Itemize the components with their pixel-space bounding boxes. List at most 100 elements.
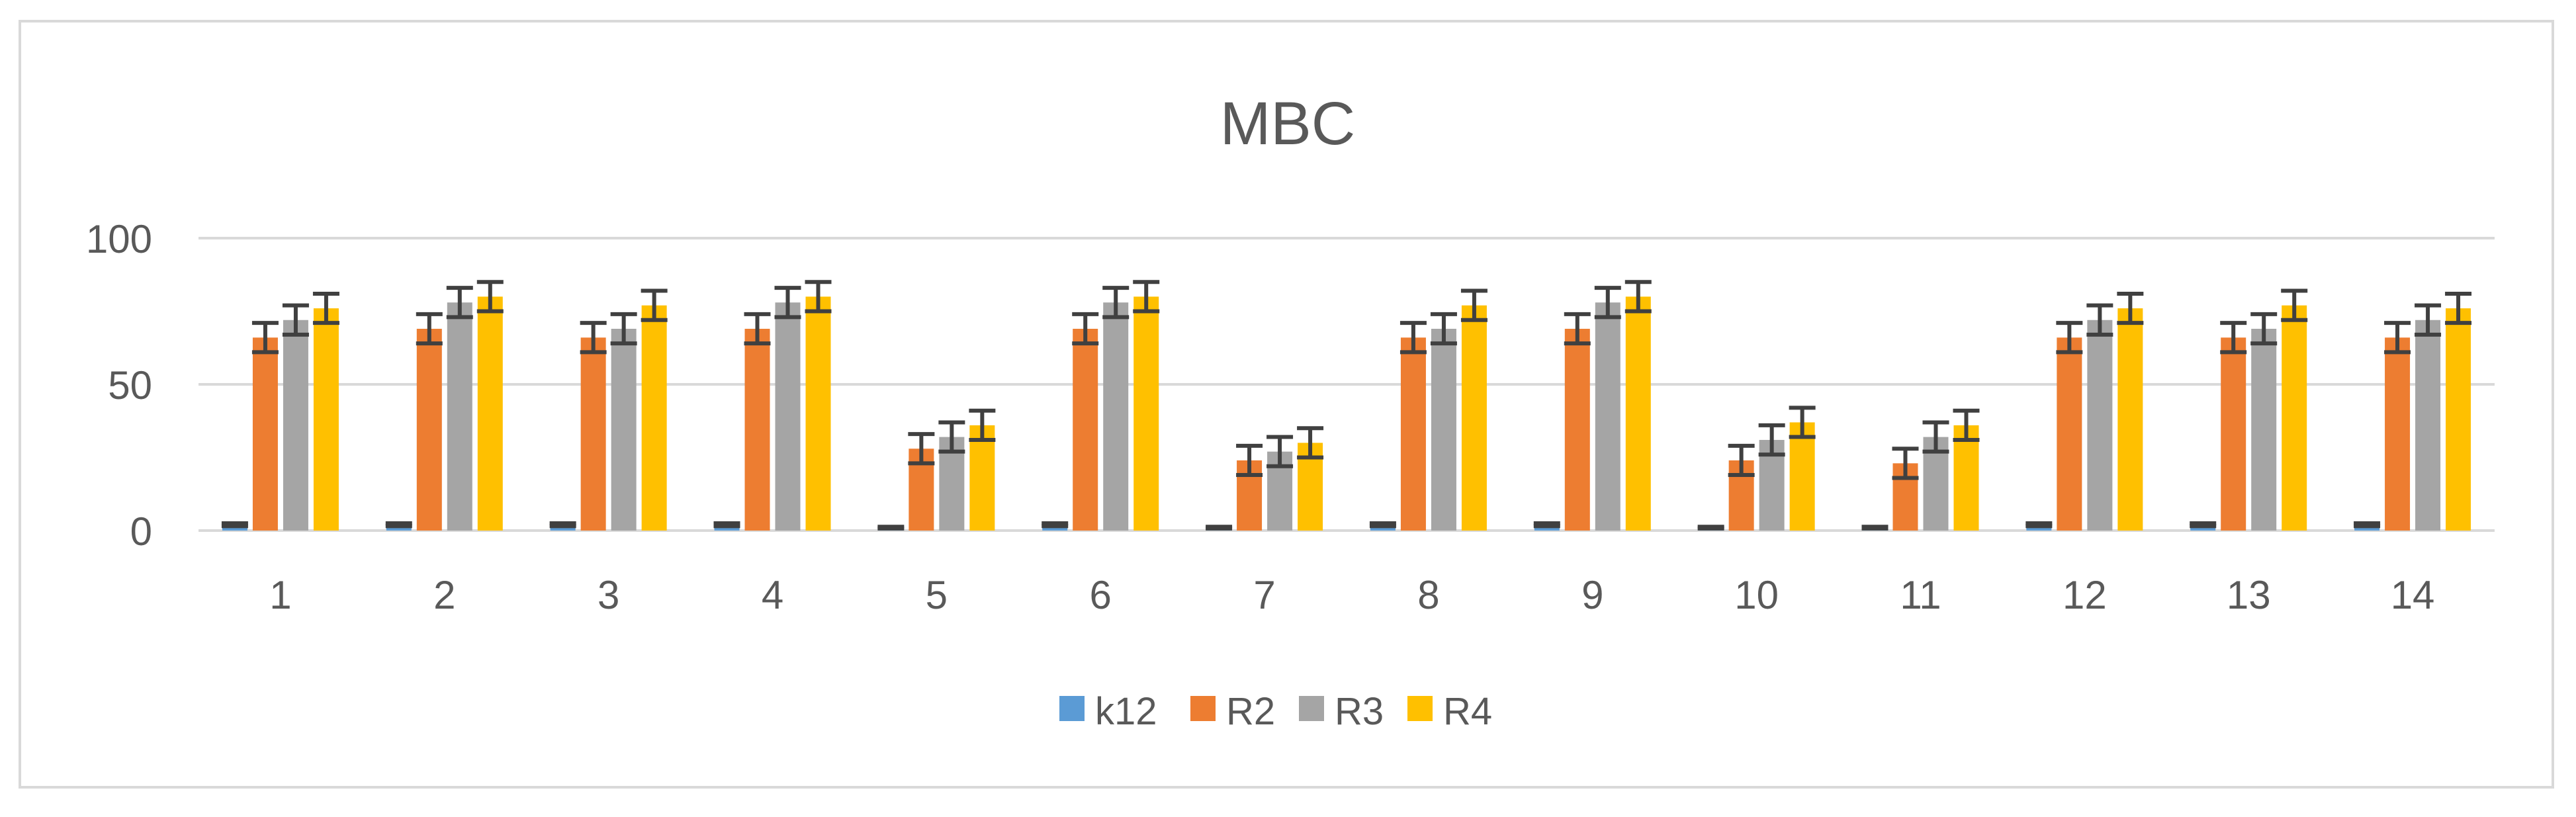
error-bar-R4-7 xyxy=(1297,426,1324,460)
error-bar-k12-8 xyxy=(1369,521,1396,529)
legend-swatch xyxy=(1059,696,1085,721)
legend-swatch xyxy=(1190,696,1216,721)
error-bar-k12-5 xyxy=(877,525,905,531)
x-tick-label: 11 xyxy=(1900,573,1941,617)
bar-R3-13 xyxy=(2251,329,2277,531)
bar-R4-10 xyxy=(1789,422,1815,531)
error-bar-R2-3 xyxy=(580,321,607,355)
error-bar-k12-12 xyxy=(2025,521,2053,529)
error-bar-R2-14 xyxy=(2384,321,2411,355)
error-bar-k12-7 xyxy=(1206,525,1233,531)
bar-R2-2 xyxy=(416,329,442,531)
x-tick-label: 2 xyxy=(433,573,455,617)
bar-R4-5 xyxy=(969,425,995,531)
error-bar-R3-13 xyxy=(2250,312,2278,346)
bar-R3-9 xyxy=(1595,302,1621,531)
error-bar-R4-2 xyxy=(476,280,504,314)
bar-R4-9 xyxy=(1625,296,1651,531)
bar-R3-6 xyxy=(1103,302,1129,531)
bar-R3-4 xyxy=(775,302,801,531)
error-bar-k12-6 xyxy=(1042,521,1069,529)
bar-R3-12 xyxy=(2087,320,2113,531)
error-bar-R4-13 xyxy=(2281,288,2308,322)
error-bar-R2-11 xyxy=(1892,447,1919,480)
bar-R4-1 xyxy=(313,308,339,531)
error-bar-R3-11 xyxy=(1922,420,1949,454)
legend-swatch xyxy=(1407,696,1433,721)
error-bar-R3-4 xyxy=(774,286,801,320)
error-bar-R2-12 xyxy=(2056,321,2083,355)
error-bar-R3-5 xyxy=(938,420,965,454)
bar-R2-9 xyxy=(1564,329,1590,531)
legend-item-R4: R4 xyxy=(1407,690,1492,733)
bar-R3-3 xyxy=(611,329,637,531)
bar-R4-12 xyxy=(2117,308,2143,531)
x-tick-label: 4 xyxy=(762,573,783,617)
x-tick-label: 12 xyxy=(2063,573,2107,617)
bar-R2-1 xyxy=(252,337,278,531)
bar-R2-8 xyxy=(1400,337,1426,531)
error-bar-R4-12 xyxy=(2117,291,2144,325)
error-bars xyxy=(221,280,2472,531)
bar-R4-2 xyxy=(477,296,503,531)
legend-item-R3: R3 xyxy=(1299,690,1384,733)
error-bar-R4-3 xyxy=(641,288,668,322)
x-tick-label: 8 xyxy=(1417,573,1439,617)
error-bar-R2-7 xyxy=(1236,443,1263,478)
error-bar-R4-1 xyxy=(312,291,339,325)
error-bar-k12-4 xyxy=(713,521,740,529)
bar-R4-11 xyxy=(1953,425,1979,531)
error-bar-k12-1 xyxy=(221,521,248,529)
error-bar-R3-8 xyxy=(1430,312,1457,346)
error-bar-R2-13 xyxy=(2220,321,2247,355)
error-bar-R2-9 xyxy=(1564,312,1591,346)
error-bar-k12-14 xyxy=(2354,521,2381,529)
x-tick-label: 1 xyxy=(269,573,291,617)
error-bar-k12-2 xyxy=(385,521,412,529)
x-tick-label: 5 xyxy=(926,573,948,617)
error-bar-R2-5 xyxy=(908,432,935,466)
bar-R2-14 xyxy=(2385,337,2411,531)
error-bar-R4-5 xyxy=(969,408,996,442)
bar-R3-2 xyxy=(447,302,472,531)
legend-swatch xyxy=(1299,696,1324,721)
y-tick-label: 50 xyxy=(108,363,152,408)
bar-R4-3 xyxy=(641,305,667,531)
gridlines xyxy=(199,237,2495,532)
error-bar-R3-3 xyxy=(610,312,637,346)
error-bar-R2-8 xyxy=(1399,321,1427,355)
y-tick-label: 100 xyxy=(86,217,152,261)
error-bar-R3-7 xyxy=(1266,435,1294,468)
error-bar-R3-1 xyxy=(282,303,309,337)
legend-label: R4 xyxy=(1443,690,1492,733)
bar-R4-14 xyxy=(2446,308,2471,531)
error-bar-R4-9 xyxy=(1624,280,1652,314)
error-bar-R2-1 xyxy=(251,321,279,355)
x-tick-label: 14 xyxy=(2391,573,2435,617)
legend-label: k12 xyxy=(1095,690,1157,733)
error-bar-k12-9 xyxy=(1533,521,1560,529)
x-tick-label: 13 xyxy=(2227,573,2271,617)
error-bar-R2-2 xyxy=(416,312,443,346)
bar-R4-13 xyxy=(2282,305,2307,531)
bar-R2-12 xyxy=(2057,337,2082,531)
y-axis-tick-labels: 0 50 100 xyxy=(86,217,152,554)
error-bar-R4-14 xyxy=(2445,291,2472,325)
legend-label: R2 xyxy=(1226,690,1275,733)
x-tick-label: 7 xyxy=(1253,573,1275,617)
bar-R3-1 xyxy=(283,320,308,531)
error-bar-R2-4 xyxy=(744,312,771,346)
bar-R4-4 xyxy=(805,296,831,531)
error-bar-R4-6 xyxy=(1133,280,1160,314)
error-bar-R3-6 xyxy=(1102,286,1130,320)
legend-item-R2: R2 xyxy=(1190,690,1275,733)
bar-R2-6 xyxy=(1073,329,1098,531)
error-bar-R3-10 xyxy=(1758,423,1785,457)
chart-title: MBC xyxy=(1220,90,1355,157)
legend-label: R3 xyxy=(1335,690,1384,733)
error-bar-R4-4 xyxy=(805,280,832,314)
x-tick-label: 9 xyxy=(1581,573,1603,617)
bar-R2-4 xyxy=(744,329,770,531)
error-bar-R4-10 xyxy=(1789,406,1816,439)
y-tick-label: 0 xyxy=(130,509,152,554)
